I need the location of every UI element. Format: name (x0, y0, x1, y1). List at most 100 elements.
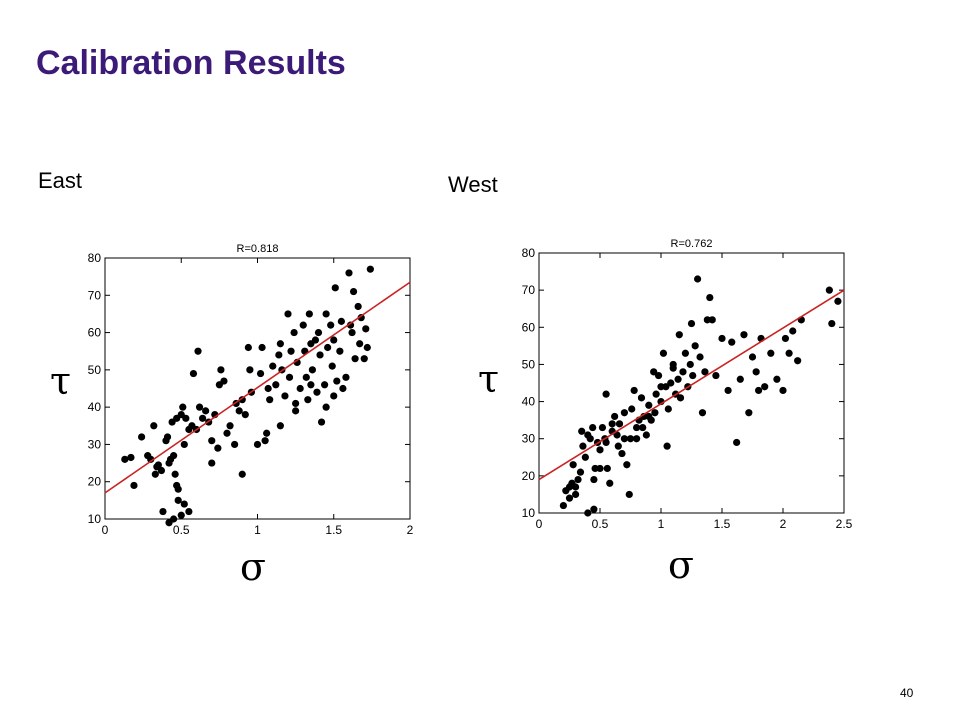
data-point (794, 357, 802, 365)
data-point (654, 371, 663, 380)
east-x-axis-label: σ (240, 545, 266, 589)
data-point (626, 435, 635, 443)
fit-line (104, 281, 411, 494)
slide-title: Calibration Results (36, 44, 346, 82)
data-point (333, 377, 341, 385)
data-point (620, 409, 628, 417)
data-point (185, 507, 193, 516)
data-point (121, 455, 129, 463)
data-point (652, 390, 660, 398)
data-point (154, 461, 162, 469)
plot-title: R=0.762 (671, 238, 713, 250)
data-point (339, 384, 347, 393)
data-point (559, 501, 567, 510)
data-point (584, 509, 592, 517)
data-point (346, 321, 355, 329)
data-point (755, 386, 763, 395)
data-point (202, 407, 210, 415)
x-tick-label: 2.5 (836, 517, 853, 531)
x-tick-label: 1.5 (325, 523, 342, 537)
data-point (284, 310, 292, 318)
data-point (220, 377, 228, 385)
data-point (572, 490, 580, 499)
data-point (327, 321, 335, 329)
data-point (246, 366, 254, 374)
data-point (179, 403, 187, 411)
data-point (698, 409, 707, 417)
east-scatter-plot: R=0.818 0 0.5 1 1.5 2 10 20 30 40 50 60 70 80 (88, 243, 414, 537)
data-point (659, 349, 668, 357)
data-point (151, 470, 159, 478)
y-tick-label: 20 (88, 475, 102, 489)
data-point (199, 414, 207, 422)
data-point (363, 343, 371, 352)
data-point (633, 435, 641, 443)
data-point (324, 343, 332, 352)
west-y-axis-label: τ (478, 357, 500, 401)
data-point (348, 328, 356, 337)
data-point (681, 349, 689, 357)
data-point (208, 459, 216, 467)
data-point (157, 466, 166, 475)
east-panel-label: East (38, 168, 83, 193)
data-point (217, 366, 225, 374)
data-point (779, 386, 787, 395)
data-point (676, 394, 685, 402)
data-point (290, 328, 298, 337)
data-point (360, 355, 368, 363)
east-y-axis-label: τ (50, 359, 72, 403)
data-point (159, 507, 167, 516)
data-point (642, 431, 650, 439)
data-point (244, 343, 252, 352)
data-point (602, 438, 610, 447)
data-point (718, 334, 726, 343)
data-point (170, 452, 178, 460)
data-point (663, 442, 671, 450)
y-tick-label: 10 (88, 512, 102, 526)
data-point (272, 381, 280, 389)
data-point (317, 418, 326, 426)
data-point (611, 412, 619, 421)
data-point (316, 351, 324, 359)
data-point (701, 368, 709, 376)
y-tick-label: 40 (88, 400, 102, 414)
data-point (330, 336, 338, 344)
data-point (687, 319, 696, 328)
data-point (354, 302, 362, 311)
data-points (559, 275, 842, 517)
data-point (138, 433, 146, 441)
y-tick-label: 70 (88, 288, 102, 302)
data-point (651, 409, 659, 417)
data-point (150, 422, 158, 430)
data-point (606, 479, 614, 487)
data-point (589, 423, 597, 432)
y-tick-label: 50 (522, 357, 536, 371)
data-point (789, 327, 797, 335)
data-point (578, 427, 586, 435)
data-point (345, 269, 353, 277)
data-point (603, 464, 611, 473)
data-point (645, 412, 653, 421)
data-point (639, 423, 647, 432)
y-tick-label: 70 (522, 283, 536, 297)
data-point (748, 353, 757, 361)
data-point (314, 328, 323, 337)
y-tick-label: 60 (88, 326, 102, 340)
data-point (171, 470, 179, 478)
data-point (752, 368, 760, 376)
data-point (615, 420, 624, 428)
x-tick-label: 1 (658, 517, 665, 531)
data-point (321, 381, 329, 389)
data-point (147, 455, 155, 463)
y-tick-label: 50 (88, 363, 102, 377)
data-point (163, 433, 172, 441)
data-point (586, 435, 594, 443)
x-tick-label: 2 (407, 523, 414, 537)
y-tick-label: 20 (522, 469, 536, 483)
data-point (362, 325, 370, 333)
data-point (276, 422, 284, 430)
y-tick-label: 30 (88, 437, 102, 451)
data-point (708, 316, 716, 324)
data-point (292, 399, 300, 408)
data-point (590, 505, 598, 513)
